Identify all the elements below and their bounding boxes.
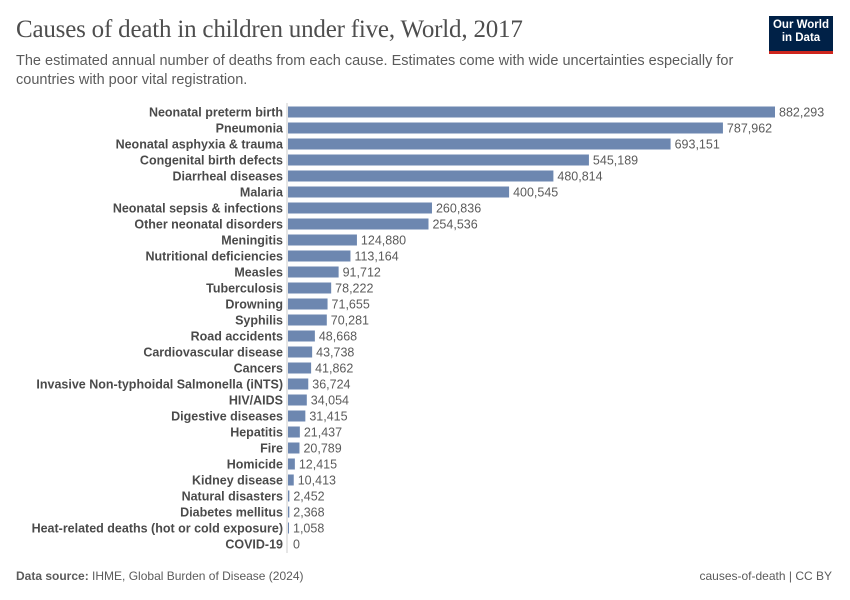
bar[interactable] xyxy=(288,250,351,262)
value-label: 2,368 xyxy=(293,506,324,520)
bar[interactable] xyxy=(288,410,306,422)
category-label: Pneumonia xyxy=(216,122,284,136)
value-label: 882,293 xyxy=(779,106,824,120)
category-label: Nutritional deficiencies xyxy=(145,250,283,264)
category-label: Drowning xyxy=(225,298,283,312)
value-label: 48,668 xyxy=(319,330,357,344)
value-label: 400,545 xyxy=(513,186,558,200)
chart-slug-license[interactable]: causes-of-death | CC BY xyxy=(699,569,832,583)
bar[interactable] xyxy=(288,378,309,390)
value-label: 2,452 xyxy=(293,490,324,504)
category-label: Syphilis xyxy=(235,314,283,328)
category-label: Kidney disease xyxy=(192,474,283,488)
category-label: Malaria xyxy=(240,186,284,200)
value-label: 78,222 xyxy=(335,282,373,296)
category-label: Neonatal asphyxia & trauma xyxy=(116,138,284,152)
owid-logo[interactable]: Our World in Data xyxy=(769,16,833,54)
value-label: 0 xyxy=(293,538,300,552)
category-label: COVID-19 xyxy=(225,538,283,552)
bar[interactable] xyxy=(288,330,315,342)
category-label: Diarrheal diseases xyxy=(173,170,284,184)
value-label: 36,724 xyxy=(312,378,350,392)
bar[interactable] xyxy=(288,282,332,294)
bar[interactable] xyxy=(288,346,313,358)
bar[interactable] xyxy=(288,186,510,198)
category-label: Neonatal preterm birth xyxy=(149,106,283,120)
category-label: Heat-related deaths (hot or cold exposur… xyxy=(32,522,283,536)
category-label: HIV/AIDS xyxy=(229,394,283,408)
bar[interactable] xyxy=(288,122,723,134)
value-label: 12,415 xyxy=(299,458,337,472)
bar[interactable] xyxy=(288,154,589,166)
bar[interactable] xyxy=(288,106,775,118)
value-label: 70,281 xyxy=(331,314,369,328)
category-label: Homicide xyxy=(227,458,283,472)
category-label: Fire xyxy=(260,442,283,456)
chart-title: Causes of death in children under five, … xyxy=(16,16,523,43)
category-label: Cardiovascular disease xyxy=(143,346,283,360)
category-label: Invasive Non-typhoidal Salmonella (iNTS) xyxy=(36,378,283,392)
value-label: 545,189 xyxy=(593,154,638,168)
category-label: Meningitis xyxy=(221,234,283,248)
bar[interactable] xyxy=(288,490,290,502)
bar[interactable] xyxy=(288,202,432,214)
category-label: Diabetes mellitus xyxy=(180,506,283,520)
bar[interactable] xyxy=(288,442,300,454)
value-label: 20,789 xyxy=(303,442,341,456)
value-label: 31,415 xyxy=(309,410,347,424)
chart-subtitle: The estimated annual number of deaths fr… xyxy=(16,53,734,88)
value-label: 41,862 xyxy=(315,362,353,376)
category-label: Digestive diseases xyxy=(171,410,283,424)
bar[interactable] xyxy=(288,234,357,246)
category-label: Other neonatal disorders xyxy=(134,218,283,232)
bar[interactable] xyxy=(288,426,300,438)
value-label: 113,164 xyxy=(354,250,398,264)
logo-line-2: in Data xyxy=(781,31,821,44)
data-source: Data source: IHME, Global Burden of Dise… xyxy=(16,569,303,583)
bar[interactable] xyxy=(288,362,312,374)
bar[interactable] xyxy=(288,474,294,486)
logo-line-1: Our World xyxy=(772,19,829,31)
value-label: 254,536 xyxy=(432,218,477,232)
value-label: 1,058 xyxy=(293,522,324,536)
category-label: Natural disasters xyxy=(182,490,283,504)
value-label: 21,437 xyxy=(304,426,342,440)
value-label: 91,712 xyxy=(343,266,381,280)
category-label: Neonatal sepsis & infections xyxy=(113,202,283,216)
value-label: 260,836 xyxy=(436,202,481,216)
value-label: 787,962 xyxy=(727,122,772,136)
category-label: Measles xyxy=(234,266,283,280)
category-label: Congenital birth defects xyxy=(140,154,283,168)
value-label: 693,151 xyxy=(675,138,720,152)
bar[interactable] xyxy=(288,394,307,406)
bar[interactable] xyxy=(288,314,327,326)
bar[interactable] xyxy=(288,266,339,278)
value-label: 124,880 xyxy=(361,234,406,248)
bar[interactable] xyxy=(288,458,295,470)
data-source-text[interactable]: IHME, Global Burden of Disease (2024) xyxy=(92,569,304,583)
category-label: Hepatitis xyxy=(230,426,283,440)
category-label: Cancers xyxy=(234,362,283,376)
bar[interactable] xyxy=(288,138,671,150)
value-label: 10,413 xyxy=(298,474,336,488)
value-label: 480,814 xyxy=(557,170,602,184)
bar[interactable] xyxy=(288,522,289,534)
value-label: 43,738 xyxy=(316,346,354,360)
bar[interactable] xyxy=(288,218,429,230)
bar[interactable] xyxy=(288,298,328,310)
category-label: Road accidents xyxy=(191,330,283,344)
category-label: Tuberculosis xyxy=(206,282,283,296)
value-label: 71,655 xyxy=(332,298,370,312)
value-label: 34,054 xyxy=(311,394,349,408)
bar[interactable] xyxy=(288,170,554,182)
data-source-label: Data source: xyxy=(16,569,89,583)
bar[interactable] xyxy=(288,506,290,518)
